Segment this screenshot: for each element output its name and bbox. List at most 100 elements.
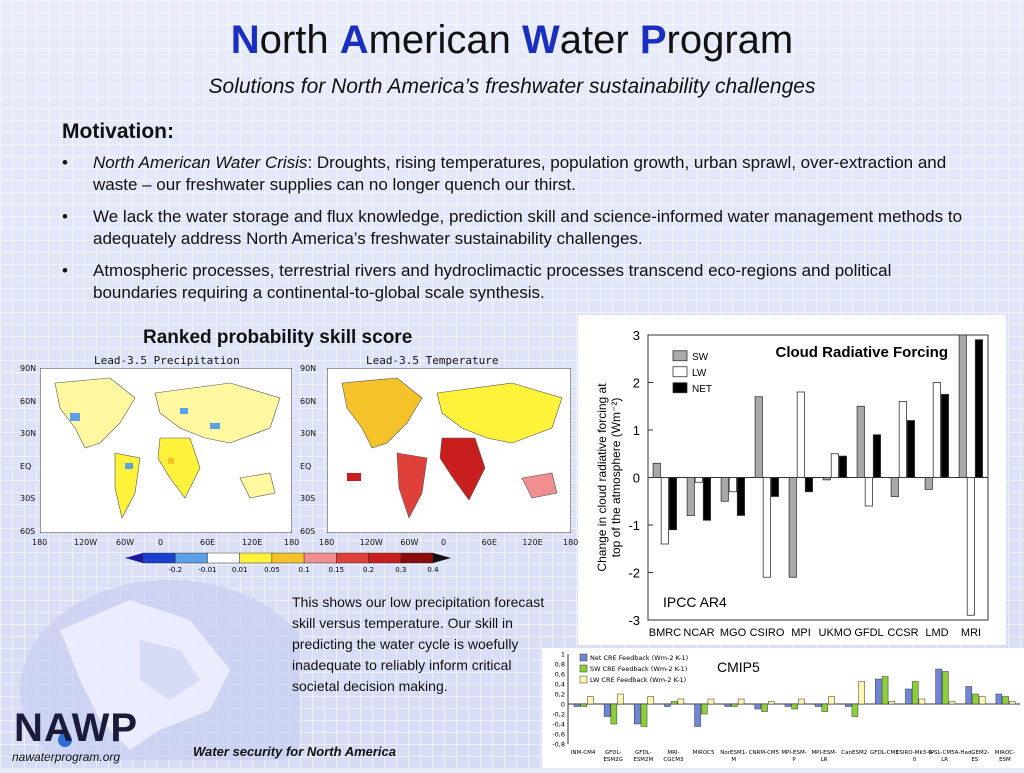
cmip-y-tick-label: 0,4 bbox=[555, 681, 565, 689]
colorbar-segment bbox=[207, 552, 240, 564]
temp-map-panel: Lead-3.5 Temperature bbox=[292, 352, 576, 550]
cmip-bar bbox=[888, 701, 896, 705]
crf-bar bbox=[728, 477, 737, 493]
crf-bar bbox=[754, 396, 763, 478]
cmip-y-tick-label: 0 bbox=[561, 701, 565, 709]
crf-bar bbox=[940, 393, 949, 478]
cmip-bar bbox=[814, 703, 822, 707]
crf-bar bbox=[958, 334, 967, 478]
cmip-x-tick-label: MIROC-ESM bbox=[995, 750, 1015, 763]
title-word-ater: ater bbox=[559, 18, 640, 62]
colorbar-tick-label: 0.3 bbox=[395, 566, 406, 574]
colorbar-tick-label: 0.1 bbox=[299, 566, 310, 574]
cmip-x-tick-label: HadGEM2-ES bbox=[960, 750, 989, 763]
cmip-bar bbox=[664, 703, 671, 707]
cmip-bar bbox=[724, 703, 731, 707]
title-initial-n: N bbox=[230, 18, 260, 62]
cmip-x-tick-label: MIROC5 bbox=[693, 750, 715, 756]
cmip-bar bbox=[972, 693, 979, 705]
crf-bar bbox=[864, 477, 873, 507]
motivation-heading: Motivation: bbox=[62, 120, 174, 143]
map-lon-label: 60E bbox=[200, 538, 216, 547]
map-lat-label: EQ bbox=[300, 461, 312, 471]
cmip-y-tick-label: -0,6 bbox=[552, 731, 565, 739]
page-subtitle: Solutions for North America’s freshwater… bbox=[208, 75, 816, 98]
crf-y-tick-label: -1 bbox=[628, 518, 640, 533]
colorbar: -0.2-0.010.010.050.10.150.20.30.40.5 bbox=[125, 552, 451, 574]
cmip-bar bbox=[694, 703, 701, 727]
crf-legend-swatch bbox=[672, 350, 688, 362]
colorbar-tick-label: 0.01 bbox=[232, 566, 248, 574]
bullet-1-text: : Droughts, rising temperatures, populat… bbox=[93, 153, 947, 194]
map-lat-label: 30N bbox=[300, 429, 317, 438]
cmip-bar bbox=[965, 686, 973, 705]
crf-bar bbox=[652, 462, 661, 478]
bullet-1: North American Water Crisis: Droughts, r… bbox=[62, 152, 977, 196]
cmip-bar bbox=[580, 703, 587, 707]
map-lon-label: 120W bbox=[74, 538, 98, 547]
crf-bar bbox=[660, 477, 669, 545]
crf-bar bbox=[966, 477, 975, 616]
cmip-bar bbox=[918, 698, 926, 705]
cmip5-chart-panel: 1 0,8 0,6 0,4 0,2 0 -0,2 -0,4 -0,6 -0,8 INM-CM4 GFD… bbox=[542, 648, 1024, 768]
map-lon-label: 0 bbox=[441, 538, 447, 547]
cmip-bar bbox=[995, 693, 1003, 705]
cmip-bar bbox=[603, 703, 611, 717]
title-initial-w: W bbox=[522, 18, 560, 62]
colorbar-segment bbox=[336, 552, 369, 564]
bullet-1-lead: North American Water Crisis bbox=[93, 153, 308, 172]
crf-x-tick-label: MPI bbox=[791, 627, 811, 639]
map-lon-label: 180 bbox=[284, 538, 300, 547]
map-lon-label: 180 bbox=[563, 538, 579, 547]
colorbar-segment bbox=[400, 552, 434, 564]
colorbar-segment bbox=[368, 552, 402, 564]
colorbar-tick-label: -0.01 bbox=[198, 566, 216, 574]
crf-legend-swatch bbox=[672, 382, 688, 394]
crf-legend-label: SW bbox=[692, 352, 709, 363]
cmip-bar bbox=[731, 703, 738, 707]
cmip-x-tick-label: INM-CM4 bbox=[571, 750, 596, 756]
cmip-bar bbox=[798, 698, 805, 705]
precip-map-panel: Lead-3.5 Precipitation bbox=[20, 352, 292, 550]
cmip-bar bbox=[761, 703, 768, 712]
page-title: North American Water Program bbox=[0, 18, 1024, 62]
crf-bar bbox=[890, 477, 899, 497]
cmip-bar bbox=[701, 703, 708, 715]
colorbar-tick-label: -0.2 bbox=[168, 566, 182, 574]
bullet-2-text: We lack the water storage and flux knowl… bbox=[93, 207, 963, 248]
map-lon-label: 60E bbox=[481, 538, 497, 547]
cmip-legend-label: Net CRE Feedback (Wm-2 K-1) bbox=[590, 654, 688, 662]
crf-x-tick-label: GFDL bbox=[854, 627, 883, 639]
cmip-bar bbox=[851, 703, 859, 717]
cmip-bar bbox=[791, 703, 798, 710]
colorbar-segment bbox=[239, 552, 273, 564]
cmip-bar bbox=[911, 681, 919, 705]
cmip-y-tick-label: 1 bbox=[561, 651, 565, 659]
crf-y-tick-label: -2 bbox=[628, 566, 640, 581]
cmip-y-tick-label: 0,6 bbox=[555, 671, 565, 679]
colorbar-tick-label: 0.4 bbox=[427, 566, 439, 574]
map-lat-label: EQ bbox=[20, 461, 32, 471]
website-link[interactable]: nawaterprogram.org bbox=[12, 750, 121, 764]
crf-bar bbox=[830, 453, 839, 478]
map-lat-label: 90N bbox=[300, 364, 317, 373]
cmip-x-tick-label: MRI-CGCM3 bbox=[663, 750, 684, 763]
crf-y-tick-label: 2 bbox=[633, 376, 640, 391]
cmip-legend-swatch bbox=[579, 664, 588, 673]
temp-map bbox=[327, 368, 571, 533]
cmip-bar bbox=[948, 701, 956, 705]
title-word-orth: orth bbox=[259, 18, 340, 62]
cmip-y-tick-label: -0,4 bbox=[552, 721, 565, 729]
cmip-bar bbox=[640, 703, 648, 727]
crf-bar bbox=[898, 401, 907, 478]
crf-chart: 3 2 1 0 -1 -2 -3 Change in cloud radiative forc… bbox=[595, 328, 989, 639]
crf-legend-label: NET bbox=[692, 384, 712, 395]
crf-bar bbox=[838, 455, 847, 478]
precip-map-title: Lead-3.5 Precipitation bbox=[94, 354, 240, 367]
cmip-x-tick-label: GFDL-ESM2M bbox=[633, 750, 653, 763]
cmip-legend-swatch bbox=[579, 653, 588, 662]
cmip-bar bbox=[647, 696, 654, 705]
crf-bar bbox=[770, 477, 779, 497]
map-lat-label: 60N bbox=[300, 396, 317, 406]
cmip-y-tick-label: 0,2 bbox=[555, 691, 565, 699]
